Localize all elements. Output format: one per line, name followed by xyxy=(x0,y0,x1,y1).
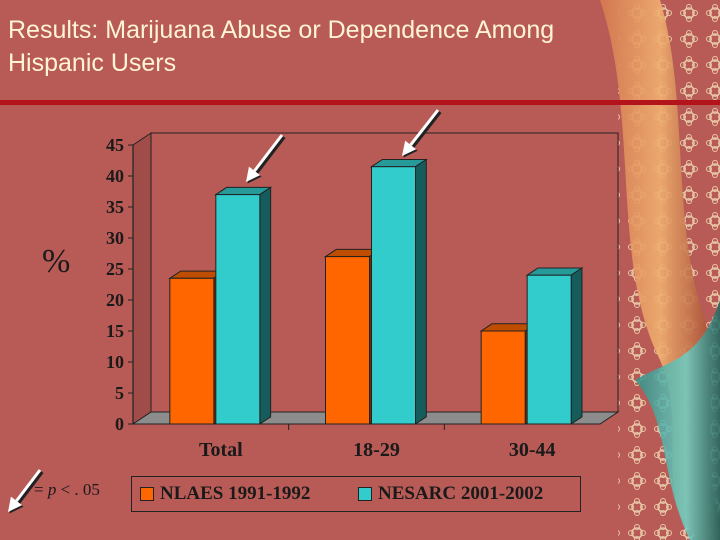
bar-0-0 xyxy=(169,277,215,425)
y-tick-label: 10 xyxy=(106,352,124,372)
title-line-2: Hispanic Users xyxy=(8,49,177,77)
legend-label-nesarc: NESARC 2001-2002 xyxy=(378,483,544,504)
y-tick-label: 15 xyxy=(106,321,124,341)
footnote-arrow-icon xyxy=(8,469,44,514)
footnote-threshold: < . 05 xyxy=(56,480,100,499)
y-tick-label: 25 xyxy=(106,259,124,279)
bar-0-2 xyxy=(480,330,526,425)
footnote: = p < . 05 xyxy=(34,480,100,500)
slide-title: Results: Marijuana Abuse or Dependence A… xyxy=(8,14,698,80)
bar-side-1-1 xyxy=(415,158,427,425)
footnote-equals: = xyxy=(34,480,48,499)
footnote-p: p xyxy=(47,480,57,499)
bar-0-1 xyxy=(325,256,370,425)
x-tick-label: 18-29 xyxy=(353,439,400,461)
x-tick-label: 30-44 xyxy=(509,439,556,461)
significance-arrow-18-29 xyxy=(402,109,442,158)
legend-swatch-nesarc xyxy=(358,487,372,501)
y-tick-label: 20 xyxy=(106,290,124,310)
y-axis-label: % xyxy=(42,243,71,280)
legend-swatch-nlaes xyxy=(140,487,154,501)
y-tick-label: 45 xyxy=(106,135,124,155)
bar-side-1-2 xyxy=(570,267,583,425)
y-tick-label: 5 xyxy=(115,383,124,403)
y-tick-label: 35 xyxy=(106,197,124,217)
chart-side-wall xyxy=(132,132,152,425)
bar-1-2 xyxy=(526,274,572,425)
legend-item-nlaes: NLAES 1991-1992 xyxy=(140,483,310,505)
title-line-1: Results: Marijuana Abuse or Dependence A… xyxy=(8,16,555,44)
title-divider xyxy=(0,100,720,105)
y-tick-label: 30 xyxy=(106,228,124,248)
legend-label-nlaes: NLAES 1991-1992 xyxy=(160,483,311,504)
y-tick-label: 0 xyxy=(115,414,124,434)
chart-legend: NLAES 1991-1992 NESARC 2001-2002 xyxy=(131,476,581,512)
bar-1-1 xyxy=(371,166,416,425)
significance-arrow-total xyxy=(246,134,286,184)
legend-item-nesarc: NESARC 2001-2002 xyxy=(358,483,543,505)
x-tick-label: Total xyxy=(199,439,243,461)
bar-side-1-0 xyxy=(259,186,272,425)
y-tick-label: 40 xyxy=(106,166,124,186)
bar-1-0 xyxy=(215,194,261,425)
